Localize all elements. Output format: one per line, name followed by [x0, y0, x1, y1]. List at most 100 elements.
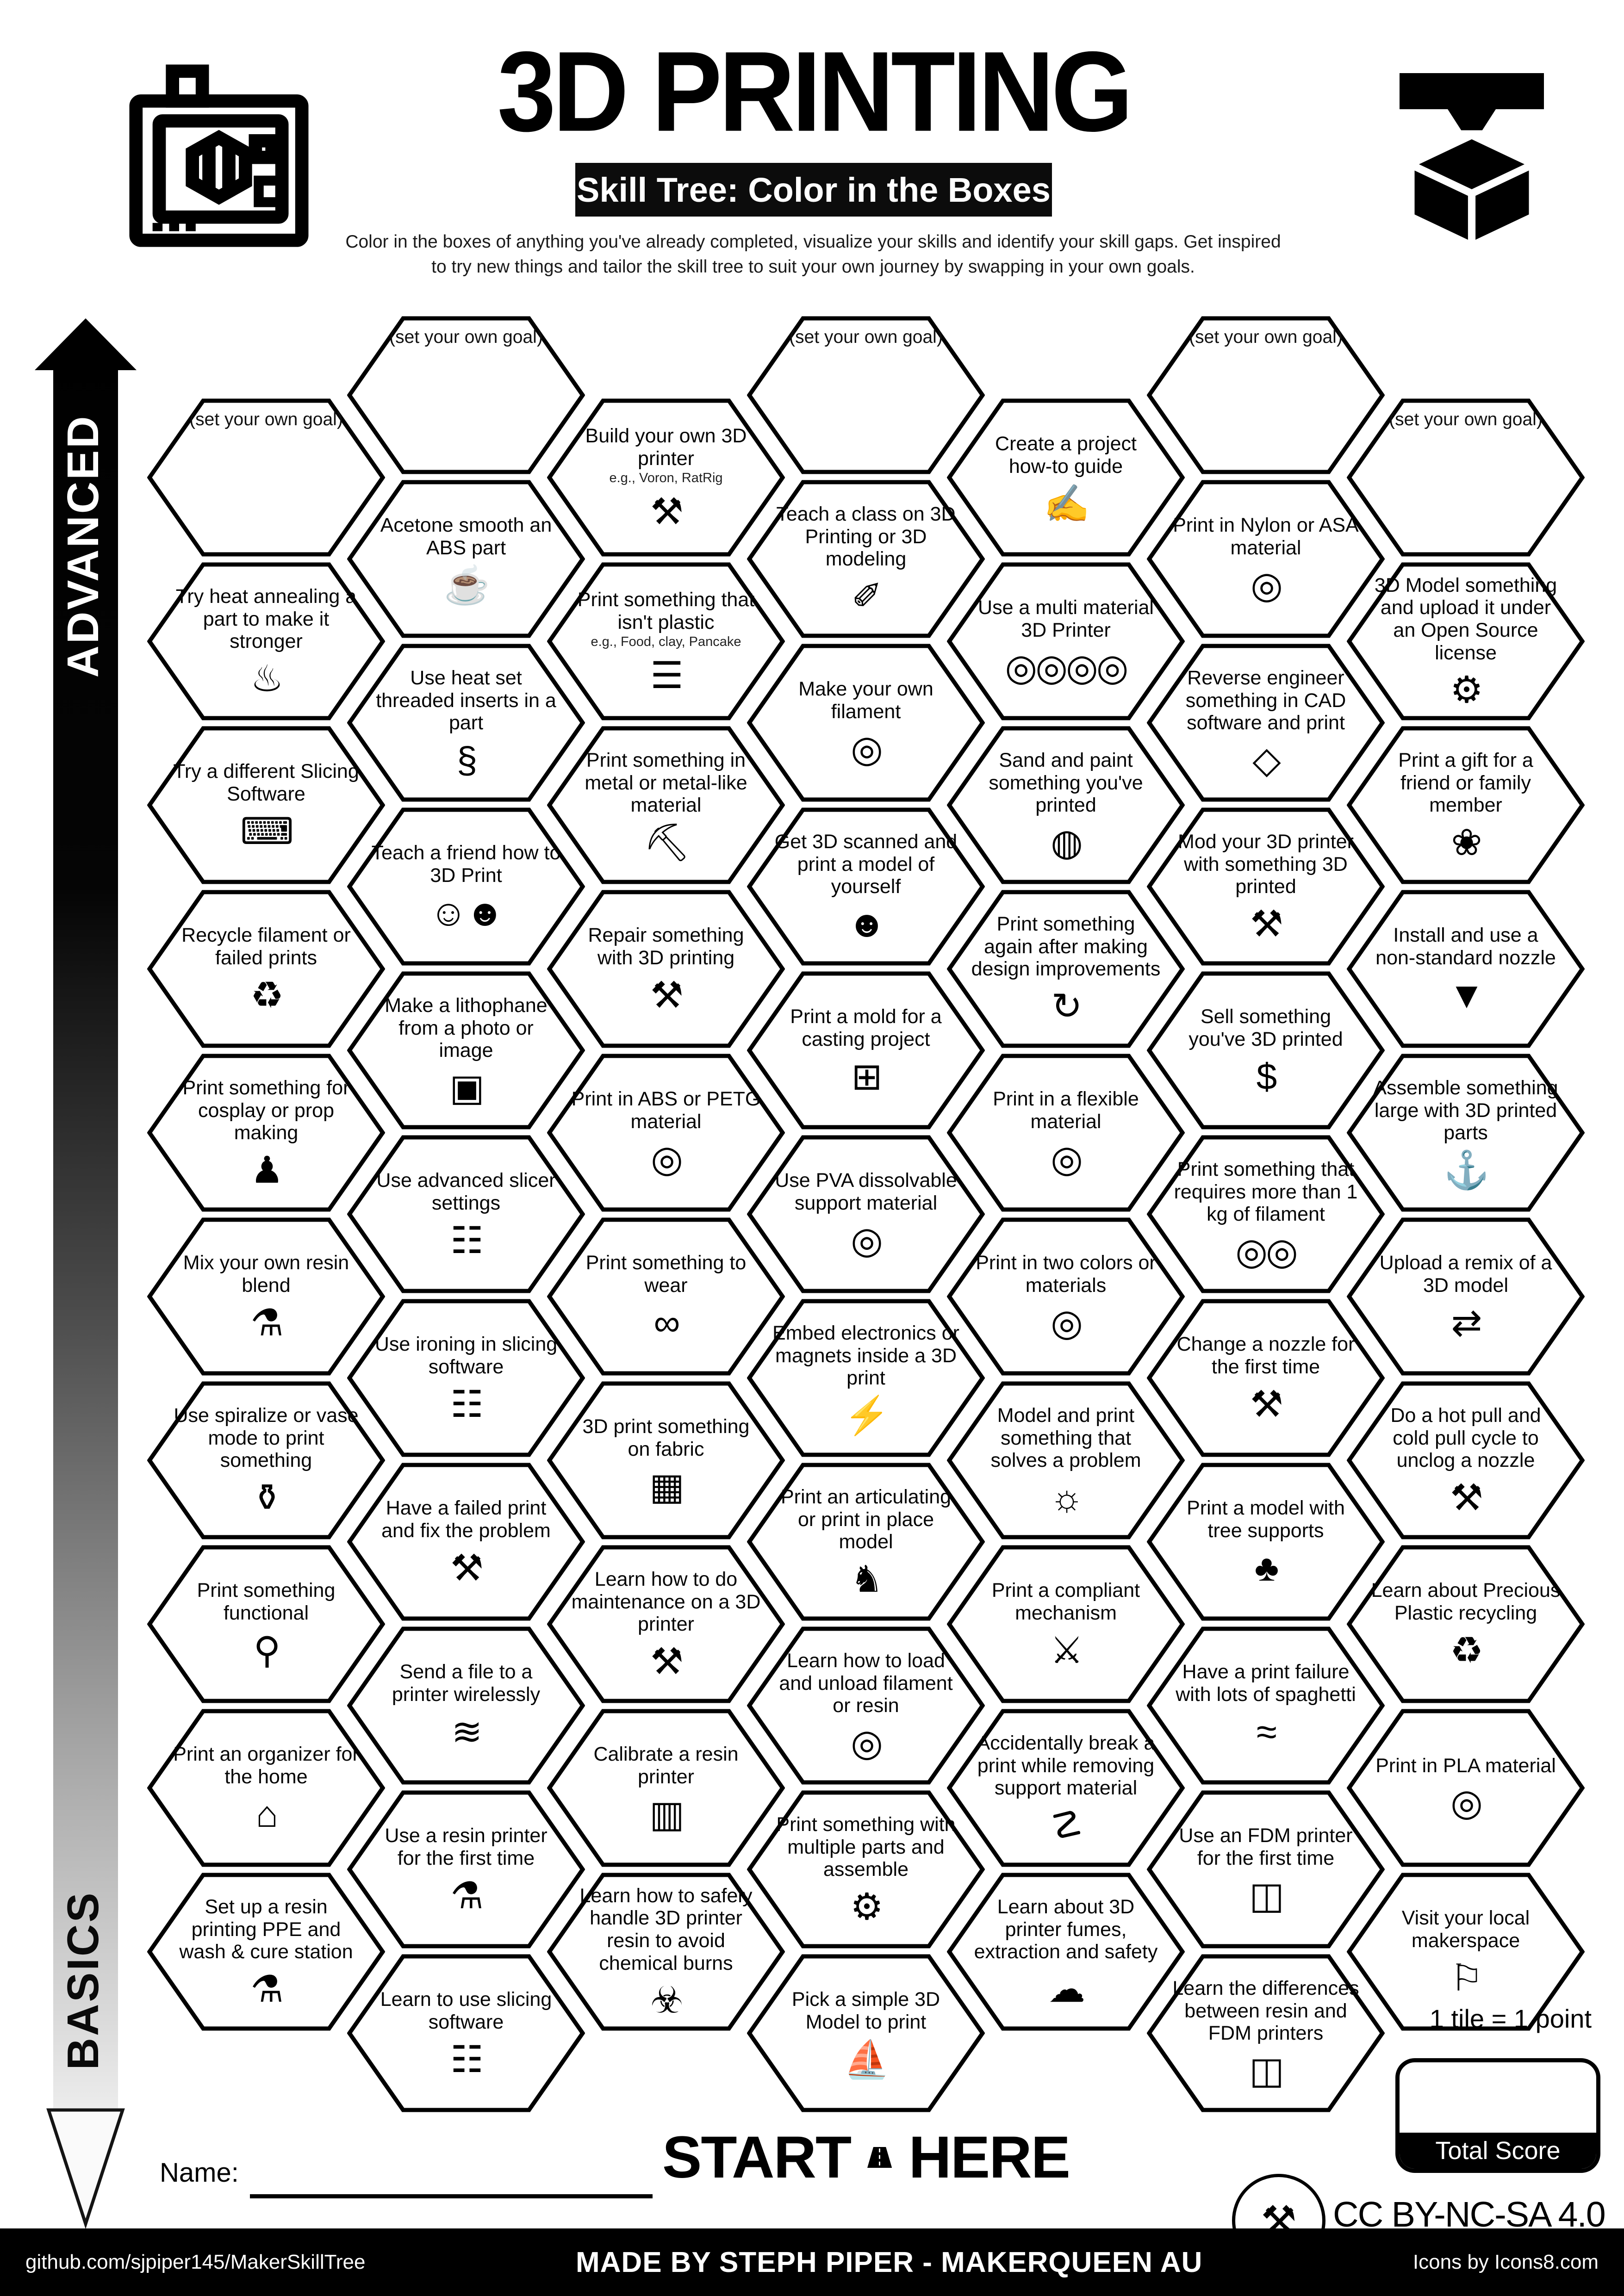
- hexagon-outline: [1347, 1054, 1585, 1212]
- hexagon-outline: [1347, 1381, 1585, 1539]
- skill-hex[interactable]: Recycle filament or failed prints ♻: [147, 889, 385, 1049]
- skill-hex[interactable]: Mix your own resin blend ⚗: [147, 1216, 385, 1377]
- goal-hex[interactable]: (set your own goal): [1347, 397, 1585, 558]
- skill-hex[interactable]: Print a compliant mechanism ⚔: [947, 1544, 1185, 1704]
- skill-hex[interactable]: Calibrate a resin printer ▥: [547, 1708, 785, 1868]
- skill-hex[interactable]: Install and use a non-standard nozzle ▼: [1347, 889, 1585, 1049]
- goal-hex[interactable]: (set your own goal): [347, 315, 585, 475]
- skill-hex[interactable]: Build your own 3D printer e.g., Voron, Ra…: [547, 397, 785, 558]
- skill-hex[interactable]: Print in ABS or PETG material ◎: [547, 1053, 785, 1213]
- skill-hex[interactable]: 3D Model something and upload it under a…: [1347, 561, 1585, 721]
- skill-hex[interactable]: Print something functional ⚲: [147, 1544, 385, 1704]
- skill-hex[interactable]: Embed electronics or magnets inside a 3D…: [747, 1298, 985, 1458]
- skill-hex[interactable]: Mod your 3D printer with something 3D pr…: [1147, 807, 1385, 967]
- location-pin-icon: ⚐: [1450, 1957, 1483, 1998]
- skill-hex[interactable]: Print something with multiple parts and …: [747, 1789, 985, 1949]
- hex-content: Use heat set threaded inserts in a part §: [371, 649, 561, 796]
- skill-hex[interactable]: Send a file to a printer wirelessly ≋: [347, 1626, 585, 1786]
- skill-hex[interactable]: Pick a simple 3D Model to print ⛵: [747, 1953, 985, 2113]
- hex-content: Use advanced slicer settings ☷: [371, 1141, 561, 1288]
- skill-hex[interactable]: Use a resin printer for the first time ⚗: [347, 1789, 585, 1949]
- skill-hex[interactable]: Accidentally break a print while removin…: [947, 1708, 1185, 1868]
- skill-hex[interactable]: Use PVA dissolvable support material ◎: [747, 1134, 985, 1294]
- hexagon-outline: [1147, 480, 1385, 638]
- name-input-line[interactable]: [250, 2194, 653, 2198]
- goal-hex[interactable]: (set your own goal): [147, 397, 385, 558]
- skill-hex[interactable]: Print in Nylon or ASA material ◎: [1147, 479, 1385, 639]
- skill-hex[interactable]: Print something that isn't plastic e.g., …: [547, 561, 785, 721]
- skill-hex[interactable]: Use heat set threaded inserts in a part §: [347, 643, 585, 803]
- wifi-icon: ≋: [451, 1711, 482, 1752]
- hex-content: Send a file to a printer wirelessly ≋: [371, 1632, 561, 1779]
- skill-hex[interactable]: Print in PLA material ◎: [1347, 1708, 1585, 1868]
- skill-hex[interactable]: 3D print something on fabric ▦: [547, 1380, 785, 1540]
- hex-content: Model and print something that solves a …: [971, 1387, 1161, 1534]
- skill-hex[interactable]: Have a print failure with lots of spaghe…: [1147, 1626, 1385, 1786]
- skill-label: Try a different Slicing Software: [173, 760, 359, 805]
- skill-hex[interactable]: Assemble something large with 3D printed…: [1347, 1053, 1585, 1213]
- hex-content: (set your own goal): [1371, 404, 1561, 551]
- skill-hex[interactable]: Learn about 3D printer fumes, extraction…: [947, 1872, 1185, 2032]
- skill-hex[interactable]: Try a different Slicing Software ⌨: [147, 725, 385, 885]
- skill-hex[interactable]: Print a model with tree supports ♣: [1147, 1462, 1385, 1622]
- skill-hex[interactable]: Learn to use slicing software ☷: [347, 1953, 585, 2113]
- skill-hex[interactable]: Sell something you've 3D printed $: [1147, 970, 1385, 1130]
- skill-hex[interactable]: Use advanced slicer settings ☷: [347, 1134, 585, 1294]
- skill-hex[interactable]: Print a gift for a friend or family memb…: [1347, 725, 1585, 885]
- skill-hex[interactable]: Have a failed print and fix the problem ⚒: [347, 1462, 585, 1622]
- skill-hex[interactable]: Teach a class on 3D Printing or 3D model…: [747, 479, 985, 639]
- skill-hex[interactable]: Print something again after making desig…: [947, 889, 1185, 1049]
- hex-content: Have a print failure with lots of spaghe…: [1171, 1632, 1361, 1779]
- skill-hex[interactable]: Print something that requires more than …: [1147, 1134, 1385, 1294]
- skill-hex[interactable]: Make your own filament ◎: [747, 643, 985, 803]
- skill-hex[interactable]: Repair something with 3D printing ⚒: [547, 889, 785, 1049]
- skill-hex[interactable]: Visit your local makerspace ⚐: [1347, 1872, 1585, 2032]
- goal-hex[interactable]: (set your own goal): [1147, 315, 1385, 475]
- hex-content: Sand and paint something you've printed ◍: [971, 732, 1161, 879]
- skill-hex[interactable]: Sand and paint something you've printed ◍: [947, 725, 1185, 885]
- benchy-boat-icon: ⛵: [844, 2038, 890, 2080]
- skill-hex[interactable]: Print in two colors or materials ◎: [947, 1216, 1185, 1377]
- toy-blaster-icon: ⚔: [1050, 1629, 1083, 1671]
- skill-hex[interactable]: Reverse engineer something in CAD softwa…: [1147, 643, 1385, 803]
- skill-hex[interactable]: Teach a friend how to 3D Print ☺☻: [347, 807, 585, 967]
- skill-hex[interactable]: Use an FDM printer for the first time ◫: [1147, 1789, 1385, 1949]
- hexagon-outline: [547, 1873, 785, 2031]
- skill-hex[interactable]: Print in a flexible material ◎: [947, 1053, 1185, 1213]
- skill-hex[interactable]: Model and print something that solves a …: [947, 1380, 1185, 1540]
- skill-hex[interactable]: Use spiralize or vase mode to print some…: [147, 1380, 385, 1540]
- skill-hex[interactable]: Learn the differences between resin and …: [1147, 1953, 1385, 2113]
- total-score-box[interactable]: Total Score: [1395, 2058, 1600, 2173]
- skill-hex[interactable]: Print something in metal or metal-like m…: [547, 725, 785, 885]
- skill-hex[interactable]: Make a lithophane from a photo or image ▣: [347, 970, 585, 1130]
- skill-hex[interactable]: Print something to wear ∞: [547, 1216, 785, 1377]
- skill-label: Use heat set threaded inserts in a part: [376, 667, 556, 734]
- skill-label: Use ironing in slicing software: [374, 1333, 558, 1378]
- skill-label: Use spiralize or vase mode to print some…: [174, 1404, 359, 1472]
- skill-hex[interactable]: Print an organizer for the home ⌂: [147, 1708, 385, 1868]
- goal-hex[interactable]: (set your own goal): [747, 315, 985, 475]
- skill-hex[interactable]: Upload a remix of a 3D model ⇄: [1347, 1216, 1585, 1377]
- page-title: 3D PRINTING: [497, 28, 1133, 155]
- skill-hex[interactable]: Create a project how-to guide ✍: [947, 397, 1185, 558]
- skill-label: Send a file to a printer wirelessly: [392, 1661, 541, 1706]
- wrench-screwdriver-icon: ⚒: [650, 491, 684, 533]
- skill-hex[interactable]: Try heat annealing a part to make it str…: [147, 561, 385, 721]
- printer-outline-logo-icon: [129, 64, 309, 247]
- skill-hex[interactable]: Print an articulating or print in place …: [747, 1462, 985, 1622]
- skill-hex[interactable]: Learn about Precious Plastic recycling ♻: [1347, 1544, 1585, 1704]
- skill-hex[interactable]: Learn how to do maintenance on a 3D prin…: [547, 1544, 785, 1704]
- skill-hex[interactable]: Acetone smooth an ABS part ☕: [347, 479, 585, 639]
- skill-hex[interactable]: Print a mold for a casting project ⊞: [747, 970, 985, 1130]
- skill-hex[interactable]: Do a hot pull and cold pull cycle to unc…: [1347, 1380, 1585, 1540]
- skill-hex[interactable]: Learn how to load and unload filament or…: [747, 1626, 985, 1786]
- skill-hex[interactable]: Set up a resin printing PPE and wash & c…: [147, 1872, 385, 2032]
- hexagon-outline: [747, 1626, 985, 1785]
- skill-hex[interactable]: Use ironing in slicing software ☷: [347, 1298, 585, 1458]
- hexagon-outline: [147, 726, 385, 884]
- skill-hex[interactable]: Learn how to safely handle 3D printer re…: [547, 1872, 785, 2032]
- skill-hex[interactable]: Print something for cosplay or prop maki…: [147, 1053, 385, 1213]
- skill-hex[interactable]: Get 3D scanned and print a model of your…: [747, 807, 985, 967]
- skill-hex[interactable]: Change a nozzle for the first time ⚒: [1147, 1298, 1385, 1458]
- skill-hex[interactable]: Use a multi material 3D Printer ◎◎◎◎: [947, 561, 1185, 721]
